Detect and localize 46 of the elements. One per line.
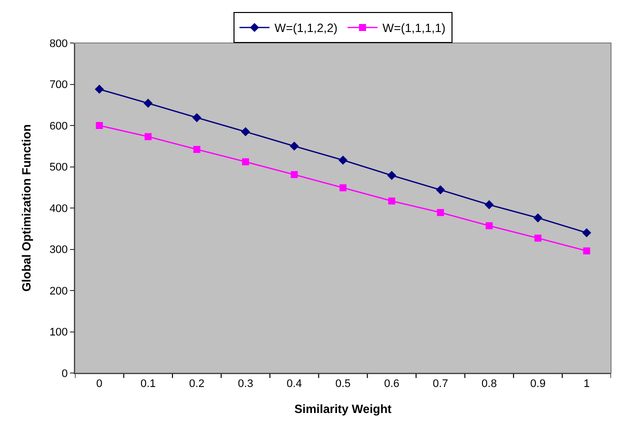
point — [241, 127, 250, 136]
x-tick-label: 0.3 — [238, 378, 254, 390]
y-tick-label: 200 — [49, 285, 68, 298]
legend-label: W=(1,1,2,2) — [274, 21, 338, 36]
point — [144, 133, 152, 140]
point — [484, 200, 494, 210]
y-tick-label: 500 — [49, 162, 68, 174]
y-tick-label: 700 — [49, 79, 68, 92]
point — [96, 122, 103, 129]
point — [144, 98, 153, 108]
point — [338, 156, 348, 165]
point — [436, 185, 445, 194]
legend-label: W=(1,1,1,1) — [382, 21, 446, 36]
y-tick-label: 0 — [62, 368, 68, 380]
y-tick-label: 400 — [49, 202, 68, 215]
point — [290, 142, 299, 151]
x-tick-label: 0 — [96, 378, 102, 390]
y-tick-label: 600 — [49, 120, 68, 132]
x-tick-label: 0.5 — [335, 378, 351, 390]
x-tick-label: 0.7 — [432, 378, 448, 390]
point — [533, 213, 542, 222]
point — [340, 184, 346, 192]
point — [193, 146, 200, 153]
x-tick-label: 0.1 — [140, 378, 156, 390]
point — [192, 113, 202, 122]
x-tick-label: 0.2 — [189, 378, 204, 390]
point — [388, 197, 396, 204]
y-tick-label: 300 — [49, 244, 68, 256]
point — [94, 84, 104, 94]
x-axis-title: Similarity Weight — [294, 402, 392, 416]
point — [486, 222, 493, 230]
y-tick-label: 100 — [49, 326, 68, 339]
point — [534, 234, 542, 242]
point — [582, 228, 592, 238]
x-tick-label: 0.6 — [384, 378, 400, 390]
x-tick-label: 0.4 — [286, 378, 302, 390]
y-axis-title: Global Optimization Function — [20, 124, 34, 292]
point — [387, 170, 396, 180]
x-tick-label: 0.9 — [530, 378, 546, 390]
x-tick-label: 0.8 — [482, 378, 497, 390]
point — [242, 158, 250, 166]
point — [290, 171, 298, 178]
point — [436, 209, 444, 216]
y-tick-label: 800 — [49, 38, 68, 50]
point — [583, 247, 590, 254]
x-tick-label: 1 — [584, 378, 590, 390]
